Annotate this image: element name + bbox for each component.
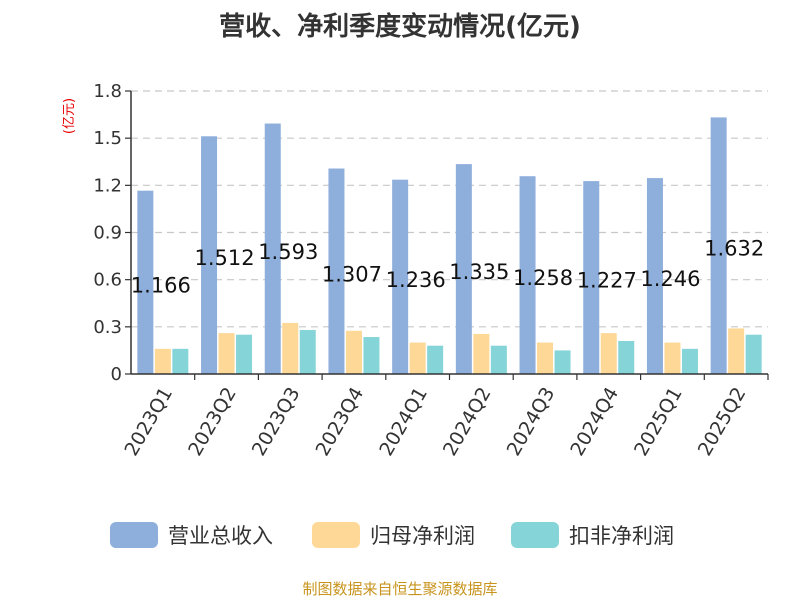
x-tick-label: 2024Q2 xyxy=(439,383,496,459)
bar xyxy=(172,348,189,374)
bar xyxy=(392,179,409,374)
legend-swatch xyxy=(511,522,559,548)
bar xyxy=(137,190,154,374)
bar xyxy=(455,164,472,374)
bar xyxy=(745,334,762,374)
chart-title: 营收、净利季度变动情况(亿元) xyxy=(219,11,581,42)
bar xyxy=(264,123,281,374)
x-tick-label: 2023Q4 xyxy=(312,384,369,460)
bar xyxy=(328,168,345,374)
bar xyxy=(618,340,635,374)
legend-label: 营业总收入 xyxy=(168,524,273,548)
y-tick-label: 0.3 xyxy=(93,317,122,338)
x-tick-label: 2024Q1 xyxy=(375,384,432,460)
legend-label: 归母净利润 xyxy=(370,524,475,548)
data-label: 1.236 xyxy=(386,268,446,292)
bar xyxy=(710,117,727,374)
x-tick-label: 2023Q2 xyxy=(184,384,241,460)
bar xyxy=(583,181,600,374)
data-label: 1.593 xyxy=(258,240,318,264)
bar xyxy=(236,334,253,374)
x-tick-label: 2023Q1 xyxy=(120,384,177,460)
data-label: 1.512 xyxy=(194,246,254,270)
y-axis-unit: (亿元) xyxy=(62,98,77,134)
x-tick-label: 2023Q3 xyxy=(248,384,305,460)
y-tick-label: 0.9 xyxy=(93,223,122,244)
bar xyxy=(427,345,444,374)
bar xyxy=(299,329,316,374)
legend-swatch xyxy=(312,522,360,548)
bar xyxy=(554,350,571,374)
bar xyxy=(664,342,681,374)
bar xyxy=(490,345,507,374)
x-tick-label: 2025Q2 xyxy=(694,384,751,460)
legend-label: 扣非净利润 xyxy=(569,524,674,548)
bar xyxy=(363,337,380,374)
bar xyxy=(282,322,299,374)
data-label: 1.307 xyxy=(322,262,382,286)
x-tick-label: 2024Q4 xyxy=(566,384,623,460)
x-axis-ticks: 2023Q1 2023Q2 2023Q3 2023Q4 2024Q1 2024Q2 2024… xyxy=(120,383,750,459)
bar xyxy=(537,342,554,374)
data-label: 1.166 xyxy=(131,273,191,297)
bar xyxy=(600,333,617,374)
x-tick-label: 2024Q3 xyxy=(503,384,560,460)
y-tick-label: 1.8 xyxy=(93,81,122,102)
y-tick-label: 1.5 xyxy=(93,128,122,149)
legend-swatch xyxy=(110,522,158,548)
y-axis-ticks: 0 0.3 0.6 0.9 1.2 1.5 1.8 xyxy=(93,81,122,385)
grid xyxy=(131,90,768,328)
bar xyxy=(473,333,490,374)
bar xyxy=(728,328,745,374)
data-label: 1.258 xyxy=(513,266,573,290)
data-label: 1.227 xyxy=(577,269,637,293)
data-label: 1.335 xyxy=(449,260,509,284)
y-tick-label: 1.2 xyxy=(93,175,122,196)
data-label: 1.246 xyxy=(640,267,700,291)
bar xyxy=(646,178,663,374)
bar xyxy=(345,330,362,374)
bar xyxy=(201,136,218,374)
legend: 营业总收入 归母净利润 扣非净利润 xyxy=(110,522,674,548)
bar xyxy=(218,333,235,374)
bar xyxy=(154,348,171,374)
source-note: 制图数据来自恒生聚源数据库 xyxy=(302,580,497,598)
y-tick-label: 0 xyxy=(111,364,122,385)
x-tick-label: 2025Q1 xyxy=(630,384,687,460)
y-tick-label: 0.6 xyxy=(93,270,122,291)
axes xyxy=(125,90,769,380)
data-label: 1.632 xyxy=(704,237,764,261)
bar xyxy=(681,348,698,374)
bar xyxy=(519,176,536,374)
bars xyxy=(137,117,762,374)
bar xyxy=(409,342,426,374)
